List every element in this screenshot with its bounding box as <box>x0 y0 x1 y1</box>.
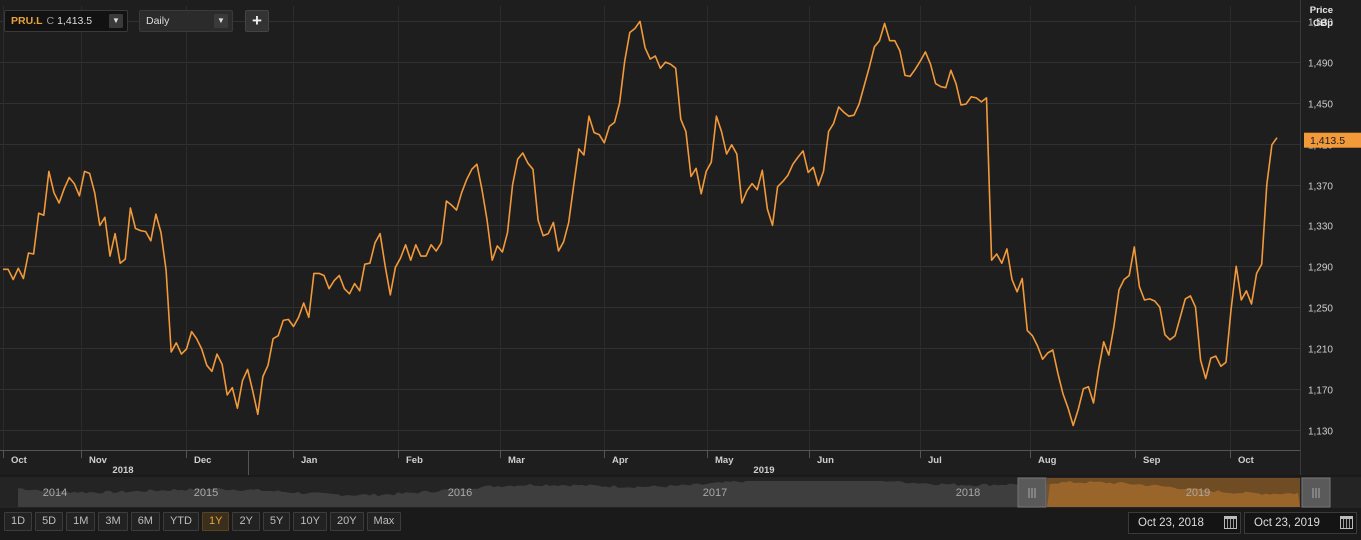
y-tick-label: 1,210 <box>1308 345 1333 356</box>
start-date-field[interactable]: Oct 23, 2018 <box>1128 512 1241 534</box>
chevron-down-icon[interactable]: ▼ <box>214 14 228 28</box>
x-month-label: Oct <box>11 455 28 466</box>
navigator-year-labels: 2014 2015 2016 2017 2018 2019 <box>43 487 1210 499</box>
x-month-label: Dec <box>194 455 211 466</box>
range-button-5y[interactable]: 5Y <box>262 512 291 531</box>
end-date-field[interactable]: Oct 23, 2019 <box>1244 512 1357 534</box>
last-price-label: 1,413.5 <box>1310 135 1345 147</box>
close-label: C <box>46 15 55 27</box>
navigator-svg: 2014 2015 2016 2017 2018 2019 <box>18 477 1331 508</box>
x-month-label: Apr <box>612 455 629 466</box>
period-selector[interactable]: Daily ▼ <box>139 10 233 32</box>
x-month-label: Jan <box>301 455 318 466</box>
range-button-20y[interactable]: 20Y <box>329 512 364 531</box>
range-button-1d[interactable]: 1D <box>4 512 33 531</box>
y-tick-label: 1,370 <box>1308 182 1333 193</box>
x-month-label: May <box>715 455 734 466</box>
y-tick-label: 1,250 <box>1308 304 1333 315</box>
last-price-tag <box>1304 132 1361 148</box>
x-year-label: 2019 <box>753 465 774 475</box>
price-series-line[interactable] <box>3 20 1278 427</box>
range-button-3m[interactable]: 3M <box>98 512 128 531</box>
chart-grid <box>0 0 1301 475</box>
calendar-icon[interactable] <box>1340 516 1353 529</box>
navigator-right-handle[interactable] <box>1301 477 1331 508</box>
chevron-down-icon[interactable]: ▼ <box>109 14 123 28</box>
y-tick-label: 1,490 <box>1308 59 1333 70</box>
x-month-label: Nov <box>89 455 108 466</box>
calendar-icon[interactable] <box>1224 516 1237 529</box>
add-button[interactable]: + <box>245 10 269 32</box>
price-chart[interactable]: Oct Nov Dec Jan Feb Mar Apr May Jun Jul Aug Sep Oct 2… <box>0 0 1361 475</box>
range-button-10y[interactable]: 10Y <box>293 512 327 531</box>
chart-toolbar: PRU.L C 1,413.5 ▼ Daily ▼ + <box>4 10 269 32</box>
x-month-label: Mar <box>508 455 525 466</box>
end-date-value: Oct 23, 2019 <box>1254 517 1320 529</box>
range-button-1m[interactable]: 1M <box>66 512 96 531</box>
time-navigator[interactable]: 2014 2015 2016 2017 2018 2019 <box>0 477 1361 508</box>
range-button-2y[interactable]: 2Y <box>232 512 260 531</box>
x-month-label: Jul <box>928 455 942 466</box>
symbol-ric: PRU.L <box>11 15 43 27</box>
range-buttons: 1D 5D 1M 3M 6M YTD 1Y 2Y 5Y 10Y 20Y Max <box>4 512 402 531</box>
x-month-label: Oct <box>1238 455 1255 466</box>
range-button-1y[interactable]: 1Y <box>201 512 230 531</box>
range-button-5d[interactable]: 5D <box>35 512 64 531</box>
x-axis-labels: Oct Nov Dec Jan Feb Mar Apr May Jun Jul Aug Sep Oct 2… <box>11 455 1255 475</box>
x-month-label: Jun <box>817 455 834 466</box>
y-tick-label: 1,170 <box>1308 386 1333 397</box>
y-tick-label: 1,450 <box>1308 100 1333 111</box>
navigator-year-label: 2019 <box>1186 487 1210 499</box>
start-date-value: Oct 23, 2018 <box>1138 517 1204 529</box>
chart-area[interactable]: Oct Nov Dec Jan Feb Mar Apr May Jun Jul Aug Sep Oct 2… <box>0 0 1361 475</box>
navigator-left-handle[interactable] <box>1017 477 1047 508</box>
navigator-year-label: 2015 <box>194 487 218 499</box>
range-button-6m[interactable]: 6M <box>130 512 160 531</box>
x-month-label: Aug <box>1038 455 1057 466</box>
y-axis-labels: 1,1301,1701,2101,2501,2901,3301,3701,410… <box>1308 18 1333 438</box>
navigator-history-area <box>18 481 1300 507</box>
period-value: Daily <box>146 15 170 27</box>
navigator-year-label: 2016 <box>448 487 472 499</box>
close-value: 1,413.5 <box>57 15 93 27</box>
y-tick-label: 1,530 <box>1308 18 1333 29</box>
y-tick-label: 1,290 <box>1308 263 1333 274</box>
x-month-label: Feb <box>406 455 423 466</box>
navigator-year-label: 2017 <box>703 487 727 499</box>
navigator-year-label: 2018 <box>956 487 980 499</box>
symbol-selector[interactable]: PRU.L C 1,413.5 ▼ <box>4 10 128 32</box>
y-axis-title-line2: GBp <box>1313 18 1333 29</box>
x-month-label: Sep <box>1143 455 1161 466</box>
y-tick-label: 1,330 <box>1308 222 1333 233</box>
y-tick-label: 1,130 <box>1308 427 1333 438</box>
y-axis-title-line1: Price <box>1310 5 1333 16</box>
x-year-label: 2018 <box>112 465 133 475</box>
navigator-year-label: 2014 <box>43 487 67 499</box>
range-button-max[interactable]: Max <box>366 512 402 531</box>
navigator-selected-area <box>1047 481 1300 507</box>
range-button-ytd[interactable]: YTD <box>162 512 199 531</box>
